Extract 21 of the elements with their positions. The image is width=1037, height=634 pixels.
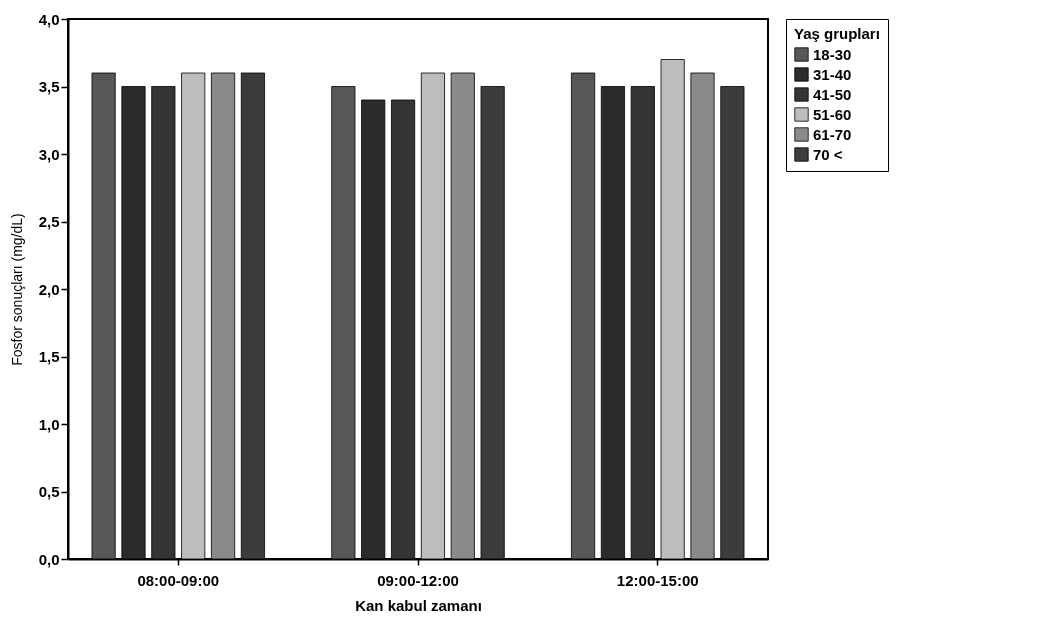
x-tick-label: 08:00-09:00 (137, 571, 220, 589)
legend-label: 31-40 (813, 65, 852, 83)
x-axis-title: Kan kabul zamanı (355, 596, 482, 614)
x-tick-label: 12:00-15:00 (616, 571, 699, 589)
legend-title: Yaş grupları (794, 25, 880, 42)
y-tick-label: 1,5 (38, 348, 60, 365)
y-tick-label: 0,0 (38, 550, 60, 568)
y-tick-label: 4,0 (38, 10, 60, 28)
legend-label: 18-30 (813, 45, 852, 63)
y-tick-label: 1,0 (38, 415, 60, 433)
legend-label: 61-70 (813, 125, 852, 143)
y-tick-label: 3,0 (38, 145, 60, 163)
legend-label: 41-50 (813, 85, 852, 103)
y-tick-label: 0,5 (38, 483, 60, 500)
y-tick-label: 2,5 (38, 213, 60, 230)
legend-label: 51-60 (813, 105, 852, 123)
y-tick-label: 3,5 (38, 78, 60, 95)
legend-label: 70 < (813, 145, 843, 163)
y-axis-title: Fosfor sonuçları (mg/dL) (8, 213, 25, 366)
y-tick-label: 2,0 (38, 280, 60, 298)
x-tick-label: 09:00-12:00 (377, 571, 459, 589)
